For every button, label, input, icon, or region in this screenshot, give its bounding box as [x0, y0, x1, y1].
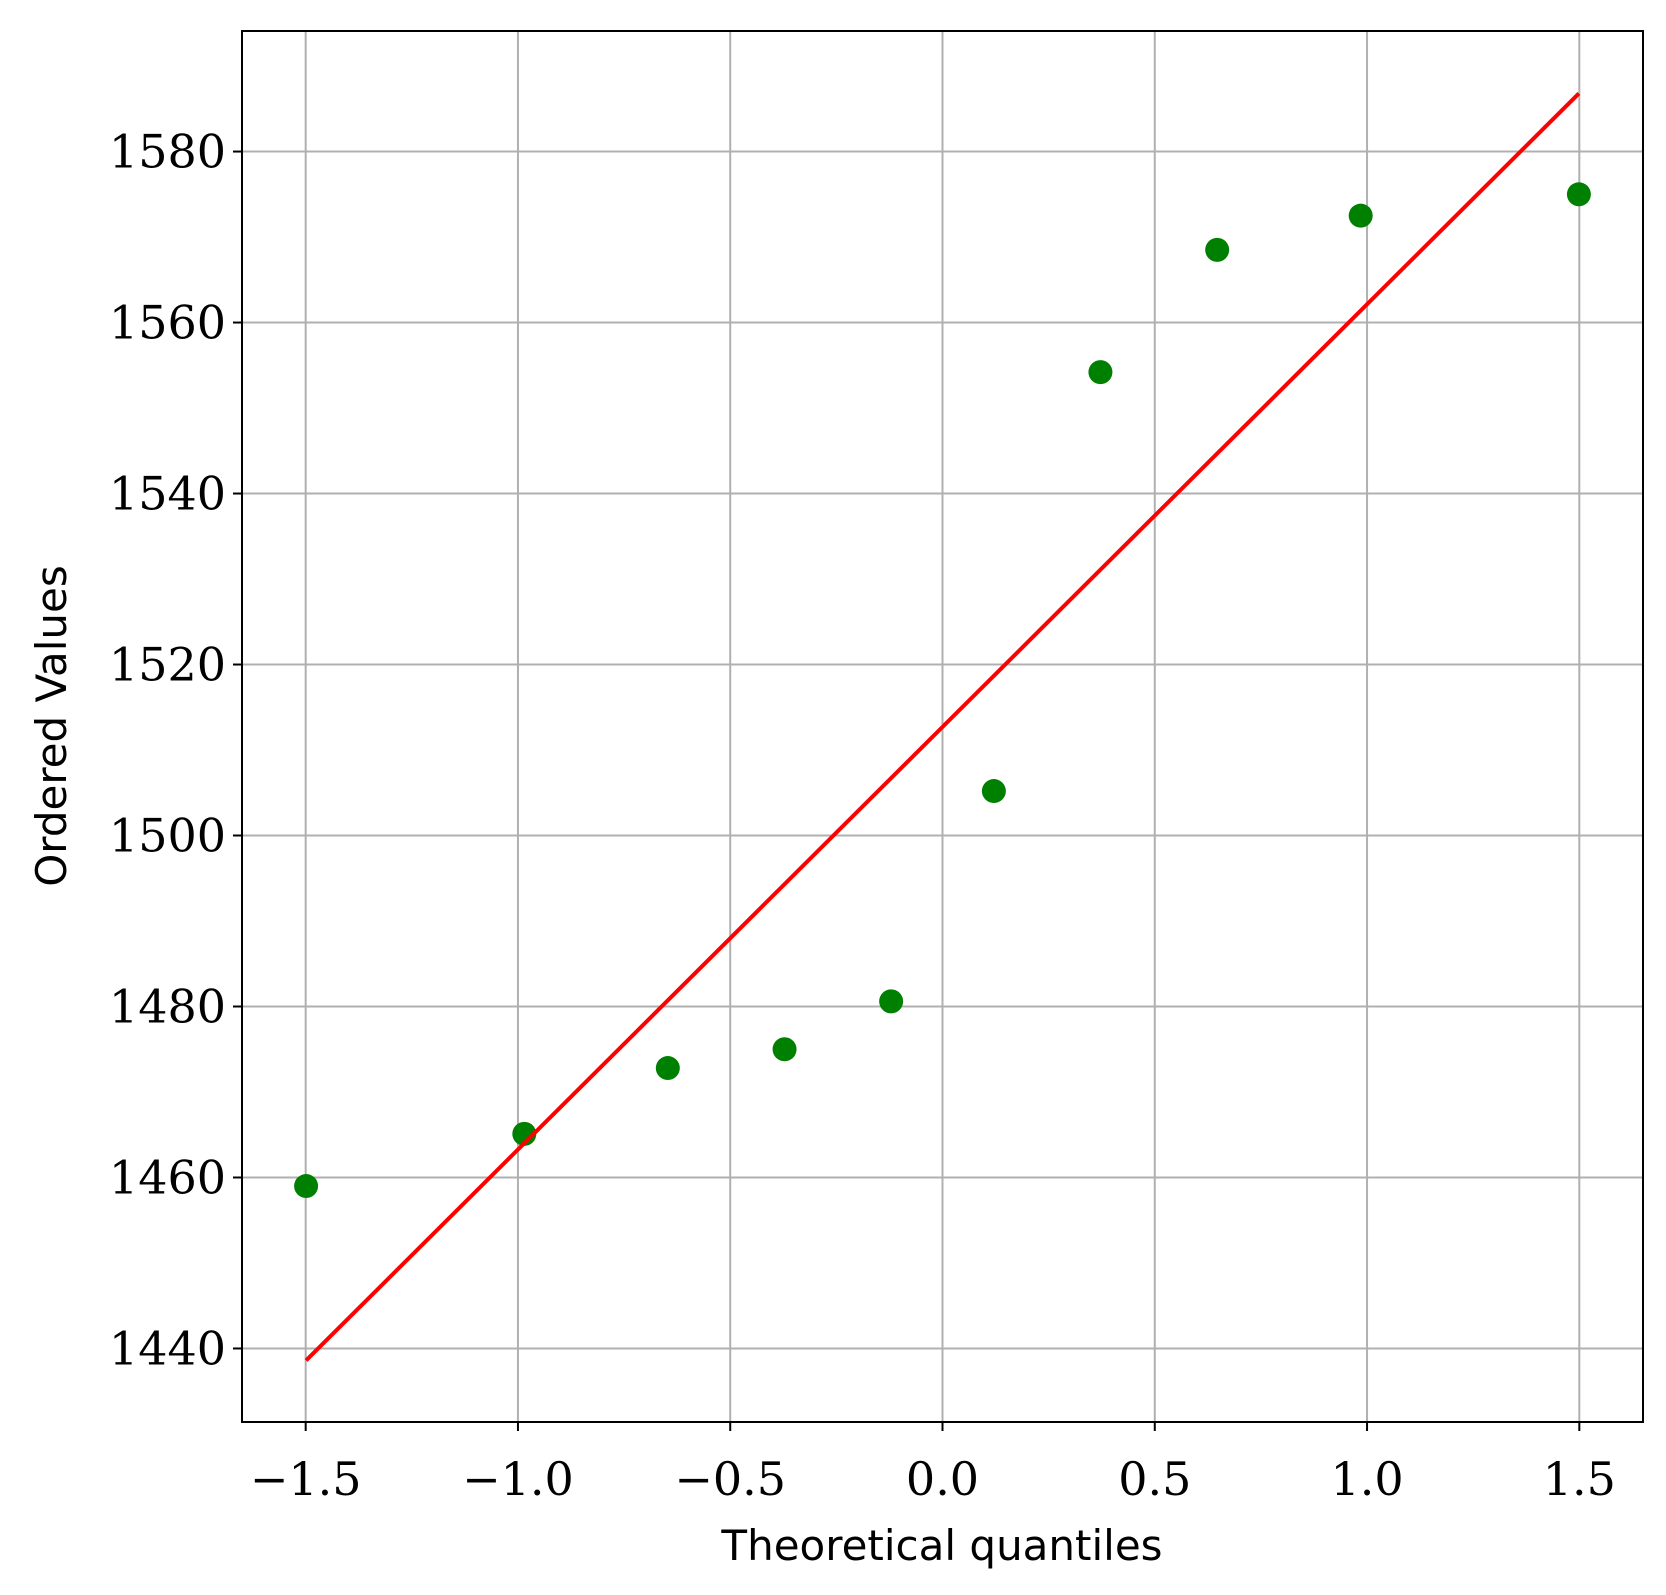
- point: [772, 1037, 797, 1062]
- x-tick-label: 1.0: [1330, 1452, 1403, 1506]
- point: [1566, 182, 1591, 207]
- x-tick-label: −0.5: [674, 1452, 786, 1506]
- x-tick-label: −1.0: [462, 1452, 574, 1506]
- x-tick-label: −1.5: [250, 1452, 362, 1506]
- y-tick-label: 1540: [109, 467, 226, 521]
- point: [1205, 237, 1230, 262]
- point: [1348, 203, 1373, 228]
- y-tick-label: 1500: [109, 809, 226, 863]
- y-tick-label: 1480: [109, 979, 226, 1033]
- y-axis-label: Ordered Values: [27, 565, 76, 887]
- y-tick-label: 1560: [109, 296, 226, 350]
- y-tick-label: 1440: [109, 1321, 226, 1375]
- plot-frame: [241, 30, 1644, 1423]
- y-tick-label: 1520: [109, 638, 226, 692]
- x-axis-label: Theoretical quantiles: [720, 1521, 1162, 1570]
- point: [1088, 360, 1113, 385]
- x-tick-label: 0.5: [1118, 1452, 1191, 1506]
- fit-line: [304, 91, 1581, 1362]
- point: [981, 779, 1006, 804]
- x-tick-label: 1.5: [1543, 1452, 1616, 1506]
- point: [655, 1056, 680, 1081]
- y-tick-label: 1580: [109, 125, 226, 179]
- point: [294, 1174, 319, 1199]
- x-tick-label: 0.0: [906, 1452, 979, 1506]
- point: [879, 989, 904, 1014]
- y-tick-label: 1460: [109, 1150, 226, 1204]
